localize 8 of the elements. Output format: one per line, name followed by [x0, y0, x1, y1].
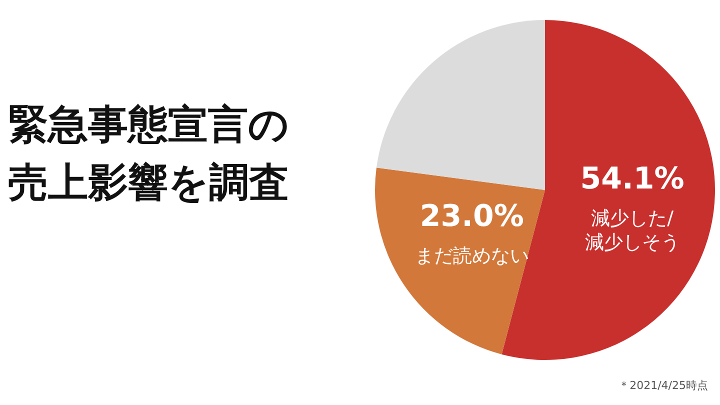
text: 緊急事態宣言の売上影響を調査 [8, 101, 290, 208]
text: ＊2021/4/25時点 [618, 378, 708, 393]
data-label: 23.0% [420, 199, 524, 234]
slice-label: 減少した/減少しそう [584, 207, 680, 254]
pie-slice [375, 168, 545, 354]
data-label: 54.1% [580, 161, 684, 196]
slice-label: まだ読めない [414, 245, 529, 268]
pie-slice [376, 20, 545, 190]
